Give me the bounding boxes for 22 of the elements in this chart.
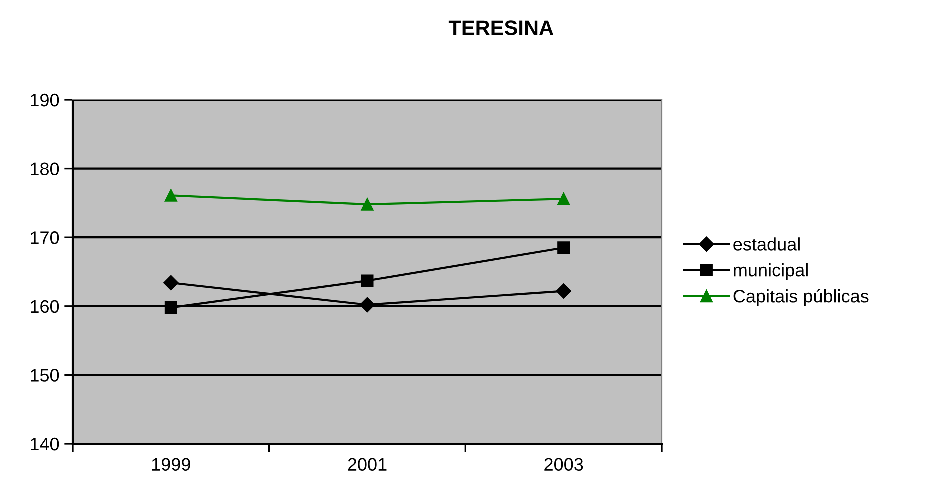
point	[558, 242, 570, 254]
point	[558, 192, 570, 206]
y-tick-label: 150	[31, 369, 60, 382]
point	[164, 302, 178, 314]
legend-label: estadual	[734, 238, 800, 251]
x-tick-label: 2003	[544, 458, 584, 472]
y-tick-label: 190	[31, 94, 60, 107]
legend-label: municipal	[734, 263, 808, 280]
x-tick-label: 2001	[348, 458, 387, 472]
point	[164, 275, 179, 291]
point	[556, 284, 572, 299]
point	[360, 297, 376, 313]
y-tick-label: 170	[31, 232, 60, 244]
y-tick-label: 160	[31, 300, 60, 314]
y-tick-label: 140	[31, 438, 60, 451]
x-tick-label: 1999	[152, 458, 190, 472]
chart-title: TERESINA	[448, 20, 554, 36]
legend-label: Capitais públicas	[734, 289, 869, 306]
y-tick-label: 180	[31, 162, 60, 176]
point	[164, 189, 178, 202]
point	[361, 274, 374, 288]
point	[361, 198, 374, 211]
